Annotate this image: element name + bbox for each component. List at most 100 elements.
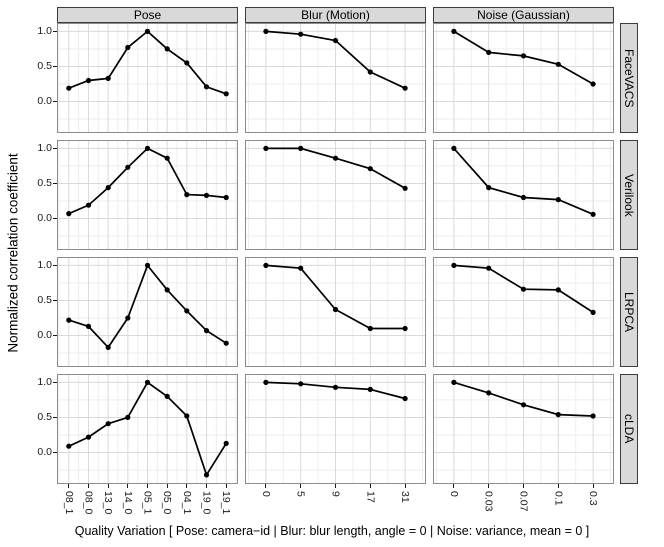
data-point <box>223 194 229 201</box>
y-tick-label: 0.5 <box>37 177 52 190</box>
x-tick-label: 5 <box>294 491 307 497</box>
y-tick-mark <box>53 264 57 266</box>
data-point <box>223 340 229 346</box>
data-point <box>105 344 111 350</box>
data-point <box>402 325 408 332</box>
y-tick-label: 1.0 <box>37 376 52 389</box>
y-tick-mark <box>53 65 57 67</box>
y-tick-label: 0.5 <box>37 411 52 424</box>
panel-plot <box>246 258 425 366</box>
data-point <box>66 85 72 91</box>
x-tick-label: 9 <box>329 491 342 497</box>
y-tick-label: 0.0 <box>37 212 52 225</box>
x-tick-label: 0 <box>259 491 272 497</box>
y-axis-title: Normalized correlation coefficient <box>5 153 21 353</box>
x-tick-mark <box>488 484 490 488</box>
data-point <box>590 309 596 315</box>
data-point <box>367 69 373 75</box>
data-point <box>402 85 408 91</box>
panel-LRPCA-Noise (Gaussian) <box>433 257 614 367</box>
x-tick-label: 19_1 <box>220 491 233 515</box>
data-point <box>332 306 339 313</box>
data-point <box>590 81 596 87</box>
data-point <box>520 286 527 292</box>
data-point <box>105 421 111 427</box>
panel-cLDA-Blur (Motion) <box>245 374 426 484</box>
facet-column-strip: Pose <box>57 7 238 23</box>
x-tick-label: 0 <box>447 491 460 497</box>
y-tick-mark <box>53 416 57 418</box>
data-point <box>590 413 596 419</box>
data-point <box>367 386 373 392</box>
x-tick-mark <box>592 484 594 488</box>
x-tick-mark <box>453 484 455 488</box>
data-point <box>486 185 492 191</box>
data-point <box>85 202 92 208</box>
data-point <box>66 443 72 449</box>
data-point <box>125 315 131 321</box>
panel-FaceVACS-Noise (Gaussian) <box>433 23 614 133</box>
data-point <box>590 211 596 217</box>
data-point <box>164 155 170 161</box>
data-point <box>203 472 210 478</box>
x-tick-label: 05_1 <box>141 491 154 515</box>
y-tick-mark <box>53 217 57 219</box>
data-point <box>555 412 561 418</box>
data-point <box>184 60 190 66</box>
panel-plot <box>58 258 237 366</box>
y-tick-mark <box>53 334 57 336</box>
data-point <box>520 194 527 201</box>
data-point <box>486 49 492 55</box>
data-point <box>263 145 269 151</box>
x-tick-mark <box>369 484 371 488</box>
y-tick-mark <box>53 100 57 102</box>
y-tick-mark <box>53 147 57 149</box>
x-tick-mark <box>300 484 302 488</box>
x-tick-mark <box>127 484 129 488</box>
panel-plot <box>58 375 237 483</box>
x-tick-label: 0.1 <box>552 491 565 506</box>
data-point <box>125 164 131 170</box>
data-point <box>298 145 304 151</box>
panel-plot <box>434 375 613 483</box>
data-point <box>125 414 131 420</box>
panel-plot <box>58 141 237 249</box>
panel-LRPCA-Blur (Motion) <box>245 257 426 367</box>
data-point <box>85 434 92 440</box>
data-point <box>486 390 492 396</box>
x-tick-label: 05_0 <box>161 491 174 515</box>
x-tick-label: 0.03 <box>482 491 495 512</box>
data-point <box>203 84 210 90</box>
data-point <box>105 75 111 81</box>
facet-column-strip: Blur (Motion) <box>245 7 426 23</box>
panel-plot <box>246 141 425 249</box>
y-tick-mark <box>53 182 57 184</box>
data-point <box>85 77 92 84</box>
y-tick-mark <box>53 30 57 32</box>
data-point <box>164 393 170 399</box>
data-point <box>66 211 72 217</box>
panel-plot <box>434 24 613 132</box>
data-point <box>164 46 170 52</box>
facet-row-strip: LRPCA <box>620 257 638 367</box>
x-tick-label: 08_0 <box>82 491 95 515</box>
y-tick-mark <box>53 451 57 453</box>
data-point <box>520 53 527 59</box>
data-point <box>451 379 457 385</box>
data-point <box>203 328 210 334</box>
data-point <box>184 308 190 314</box>
facet-row-strip: cLDA <box>620 374 638 484</box>
data-point <box>555 61 561 67</box>
data-point <box>66 317 72 323</box>
panel-FaceVACS-Pose <box>57 23 238 133</box>
x-tick-mark <box>265 484 267 488</box>
x-tick-label: 0.3 <box>587 491 600 506</box>
panel-Verilook-Noise (Gaussian) <box>433 140 614 250</box>
y-tick-label: 0.0 <box>37 446 52 459</box>
data-point <box>144 262 151 268</box>
data-point <box>486 265 492 271</box>
x-tick-mark <box>206 484 208 488</box>
data-point <box>263 28 269 34</box>
data-point <box>164 287 170 293</box>
data-point <box>263 262 269 268</box>
